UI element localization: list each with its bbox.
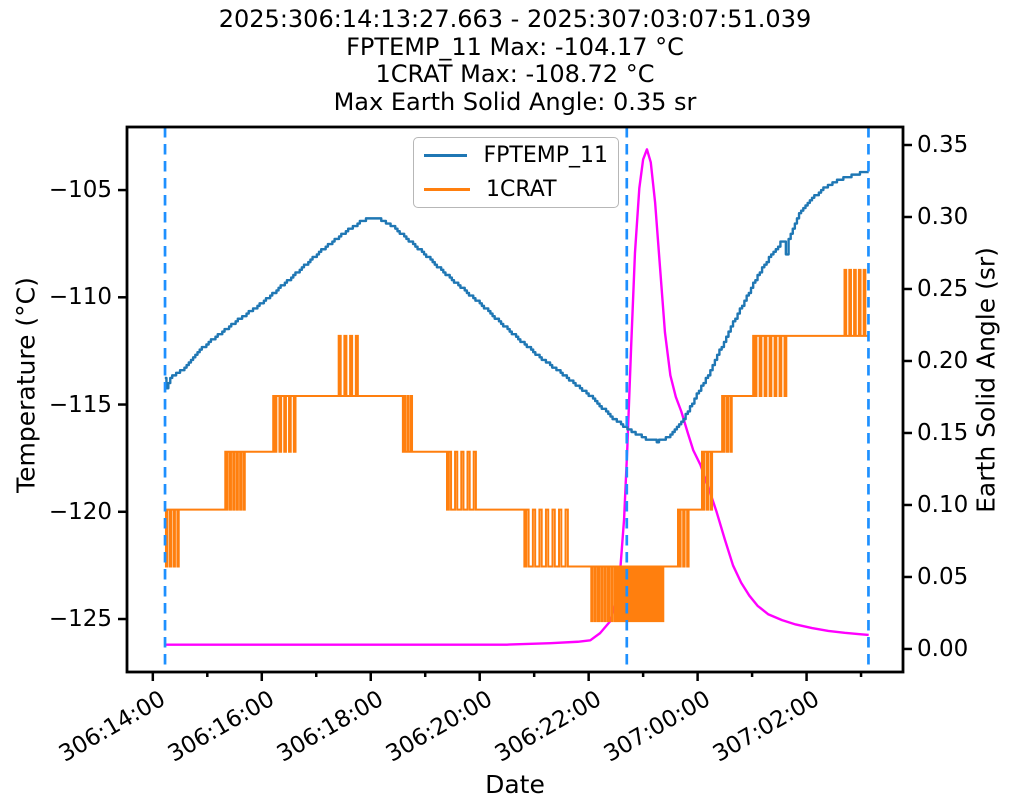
temp-tick-label: −125 <box>48 606 112 633</box>
legend-entry-fptemp11: FPTEMP_11 <box>424 141 608 170</box>
legend-label-1crat: 1CRAT <box>486 177 557 202</box>
legend-label-fptemp11: FPTEMP_11 <box>483 143 608 168</box>
angle-tick-label: 0.25 <box>917 275 969 302</box>
1crat-line-sample <box>424 188 470 191</box>
1crat-series-line <box>164 268 869 623</box>
temp-tick-label: −105 <box>48 177 112 204</box>
angle-tick-label: 0.00 <box>917 635 969 662</box>
fptemp11-line-sample <box>424 154 468 157</box>
fptemp11-series-line <box>164 170 869 444</box>
title-1crat-max: 1CRAT Max: -108.72 °C <box>375 60 655 88</box>
y-axis-label-left: Temperature (°C) <box>11 277 41 493</box>
angle-tick-label: 0.10 <box>917 491 969 518</box>
angle-tick-label: 0.35 <box>917 131 969 158</box>
title-time-range: 2025:306:14:13:27.663 - 2025:307:03:07:5… <box>218 5 812 33</box>
angle-tick-label: 0.15 <box>917 419 969 446</box>
y-axis-label-right: Earth Solid Angle (sr) <box>971 247 1001 513</box>
angle-tick-label: 0.30 <box>917 203 969 230</box>
temp-tick-label: −120 <box>48 498 112 525</box>
legend: FPTEMP_11 1CRAT <box>413 137 619 208</box>
angle-tick-label: 0.20 <box>917 347 969 374</box>
x-axis-label: Date <box>485 770 545 799</box>
axes-frame <box>125 125 905 674</box>
chart-title: 2025:306:14:13:27.663 - 2025:307:03:07:5… <box>127 5 903 116</box>
title-max-solid-angle: Max Earth Solid Angle: 0.35 sr <box>333 87 697 116</box>
angle-tick-label: 0.05 <box>917 563 969 590</box>
solid-angle-series-line <box>164 148 869 646</box>
temp-tick-label: −115 <box>48 391 112 418</box>
legend-entry-1crat: 1CRAT <box>424 175 608 204</box>
title-fptemp-max: FPTEMP_11 Max: -104.17 °C <box>346 32 684 61</box>
temp-tick-label: −110 <box>48 284 112 311</box>
